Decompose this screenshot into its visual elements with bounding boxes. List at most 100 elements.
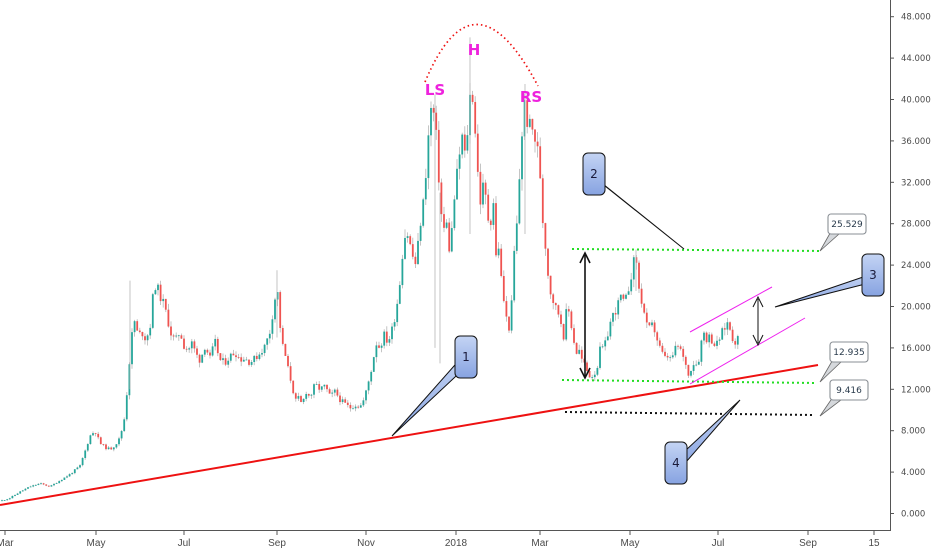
candle-body — [692, 365, 695, 371]
candle-body — [209, 352, 211, 356]
candle-body — [570, 311, 573, 329]
candle-body — [151, 294, 154, 328]
y-tick-label: 28.000 — [901, 220, 931, 230]
candle-body — [489, 220, 492, 225]
candle-body — [643, 303, 646, 313]
candle-body — [375, 345, 378, 358]
y-tick-label: 40.000 — [901, 96, 931, 106]
candle-body — [53, 483, 55, 486]
candle-body — [349, 404, 352, 409]
candle-body — [419, 225, 422, 241]
candle-body — [479, 171, 482, 205]
x-tick-label: Sep — [268, 538, 286, 549]
arrow-head-down — [579, 367, 591, 380]
candle-body — [580, 349, 583, 359]
candle-body — [690, 370, 692, 376]
candle-body — [687, 364, 690, 376]
callout-2: 2 — [582, 152, 685, 250]
candle-body — [573, 328, 575, 343]
candle-body — [131, 332, 133, 365]
candle-body — [250, 362, 253, 365]
candle-body — [281, 327, 284, 344]
candle-body — [612, 313, 614, 322]
candle-body — [55, 483, 58, 484]
candle-body — [331, 392, 334, 394]
candle-body — [716, 340, 718, 346]
candle-body — [721, 328, 724, 340]
price-label-text: 9.416 — [836, 386, 862, 396]
candle-body — [461, 134, 464, 155]
target-level-line — [564, 411, 816, 416]
candle-body — [635, 257, 638, 263]
candle-body — [658, 340, 661, 346]
candle-body — [354, 406, 357, 409]
candle-body — [73, 469, 76, 474]
x-tick-label: Jul — [712, 538, 725, 549]
candle-body — [248, 359, 250, 365]
callouts: 1 2 3 4 25.529 12.935 9.416 — [391, 152, 885, 485]
candle-body — [671, 355, 674, 358]
x-tick-label: Nov — [357, 538, 375, 549]
candle-body — [370, 371, 373, 382]
candle-body — [630, 279, 633, 292]
candle-body — [164, 298, 167, 310]
drawings: LS H RS — [0, 23, 823, 506]
candle-body — [112, 447, 115, 450]
candle-body — [591, 377, 594, 378]
candle-body — [326, 384, 328, 390]
callout-box — [664, 441, 688, 485]
candle-body — [539, 146, 542, 179]
candle-body — [141, 332, 144, 337]
candle-body — [396, 303, 399, 323]
candle-body — [549, 275, 552, 295]
candle-body — [185, 348, 188, 350]
candle-body — [578, 349, 581, 354]
channel-lower-line — [689, 317, 806, 385]
candle-body — [414, 256, 417, 265]
candle-body — [118, 438, 120, 445]
candle-body — [242, 359, 245, 362]
candle-body — [237, 357, 240, 358]
callout-box — [454, 335, 478, 379]
candle-body — [136, 321, 139, 331]
callout-number: 4 — [672, 456, 680, 470]
y-tick-label: 44.000 — [901, 54, 931, 64]
candle-body — [284, 343, 287, 356]
candle-body — [497, 248, 500, 256]
pattern-label-rs: RS — [520, 88, 542, 106]
candle-body — [320, 386, 323, 390]
candle-body — [729, 322, 731, 330]
candle-body — [240, 357, 243, 362]
candle-body — [107, 447, 110, 450]
candle-body — [45, 484, 48, 486]
candle-body — [515, 223, 518, 251]
candle-body — [484, 182, 487, 195]
candle-body — [638, 262, 640, 289]
support-level-line — [561, 379, 816, 384]
candle-body — [726, 322, 729, 330]
candle-body — [544, 223, 547, 249]
candle-body — [651, 322, 653, 326]
candle-body — [149, 327, 152, 336]
x-tick-label: Mar — [0, 538, 14, 549]
candle-body — [417, 240, 419, 265]
y-tick-label: 48.000 — [901, 13, 931, 23]
x-axis: Mar May Jul Sep Nov 2018 Mar May Jul Sep 15 — [0, 530, 890, 549]
candle-body — [97, 433, 100, 438]
candle-body — [84, 450, 87, 458]
candle-body — [318, 384, 321, 390]
candle-body — [123, 419, 126, 432]
candle-body — [297, 396, 300, 399]
candle-body — [528, 118, 531, 127]
candle-body — [125, 395, 128, 420]
candle-body — [159, 284, 162, 302]
candle-body — [328, 389, 331, 394]
candle-body — [68, 474, 71, 477]
candle-body — [196, 348, 198, 355]
candle-body — [292, 380, 295, 394]
candle-body — [58, 481, 61, 484]
candle-body — [622, 294, 625, 299]
candle-body — [214, 338, 217, 347]
candle-body — [723, 328, 726, 330]
candle-body — [177, 335, 180, 337]
